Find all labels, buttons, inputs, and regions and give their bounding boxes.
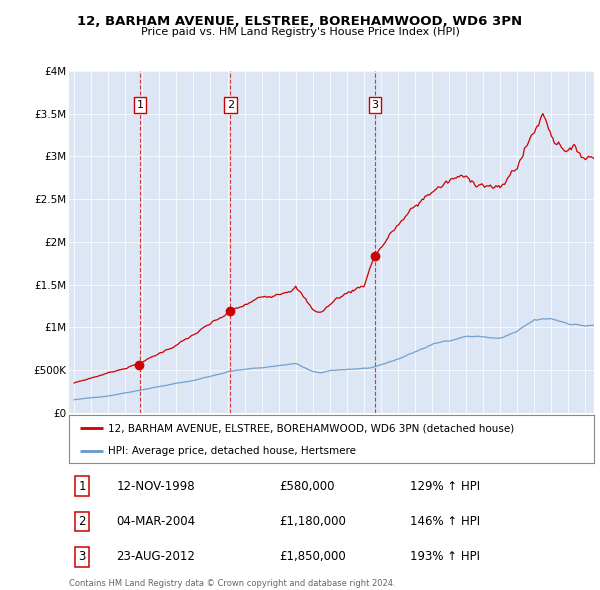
Text: Price paid vs. HM Land Registry's House Price Index (HPI): Price paid vs. HM Land Registry's House … bbox=[140, 27, 460, 37]
Text: 129% ↑ HPI: 129% ↑ HPI bbox=[410, 480, 481, 493]
Text: 12-NOV-1998: 12-NOV-1998 bbox=[116, 480, 195, 493]
Text: 1: 1 bbox=[137, 100, 143, 110]
Text: £1,850,000: £1,850,000 bbox=[279, 550, 346, 563]
Text: 193% ↑ HPI: 193% ↑ HPI bbox=[410, 550, 480, 563]
Text: 23-AUG-2012: 23-AUG-2012 bbox=[116, 550, 195, 563]
Text: £580,000: £580,000 bbox=[279, 480, 335, 493]
Text: HPI: Average price, detached house, Hertsmere: HPI: Average price, detached house, Hert… bbox=[109, 446, 356, 456]
Text: 3: 3 bbox=[79, 550, 86, 563]
Text: 146% ↑ HPI: 146% ↑ HPI bbox=[410, 515, 481, 528]
Text: 12, BARHAM AVENUE, ELSTREE, BOREHAMWOOD, WD6 3PN: 12, BARHAM AVENUE, ELSTREE, BOREHAMWOOD,… bbox=[77, 15, 523, 28]
Text: Contains HM Land Registry data © Crown copyright and database right 2024.: Contains HM Land Registry data © Crown c… bbox=[69, 579, 395, 588]
Text: 12, BARHAM AVENUE, ELSTREE, BOREHAMWOOD, WD6 3PN (detached house): 12, BARHAM AVENUE, ELSTREE, BOREHAMWOOD,… bbox=[109, 423, 515, 433]
Text: 04-MAR-2004: 04-MAR-2004 bbox=[116, 515, 196, 528]
Text: 2: 2 bbox=[79, 515, 86, 528]
Text: 3: 3 bbox=[371, 100, 378, 110]
Text: 1: 1 bbox=[79, 480, 86, 493]
Text: 2: 2 bbox=[227, 100, 234, 110]
Text: £1,180,000: £1,180,000 bbox=[279, 515, 346, 528]
